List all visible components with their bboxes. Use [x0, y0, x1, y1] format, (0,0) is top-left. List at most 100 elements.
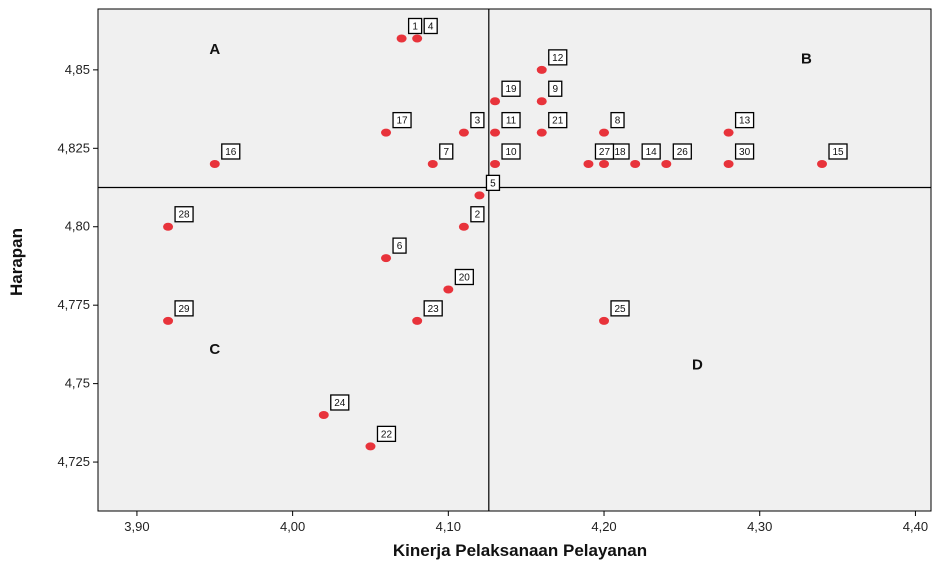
point-label-text: 15 — [832, 147, 844, 158]
data-point — [365, 442, 376, 451]
data-point — [381, 254, 392, 263]
point-label-box — [392, 111, 412, 129]
point-label: 27 — [594, 143, 615, 160]
point-label-box — [376, 425, 397, 443]
point-label-text: 20 — [459, 272, 471, 283]
point-label: 21 — [548, 111, 568, 129]
point-label: 20 — [454, 268, 474, 286]
data-point — [661, 159, 672, 168]
data-point — [427, 159, 438, 168]
y-tick-label: 4,825 — [57, 140, 90, 155]
data-point — [583, 159, 594, 168]
point-label-box — [423, 300, 443, 317]
point-label: 30 — [734, 143, 755, 160]
point-label-text: 4 — [428, 21, 434, 32]
data-point — [163, 222, 174, 231]
point-label-box — [407, 17, 423, 35]
point-label-text: 14 — [646, 147, 658, 158]
point-label-text: 29 — [179, 304, 191, 315]
data-point — [536, 97, 547, 106]
point-label: 2 — [470, 206, 485, 223]
point-label: 29 — [174, 300, 194, 317]
point-label: 6 — [392, 237, 407, 254]
point-label-text: 27 — [599, 147, 611, 158]
data-point — [723, 159, 734, 168]
point-label-box — [501, 111, 521, 129]
point-label-box — [610, 111, 625, 129]
y-tick-label: 4,725 — [57, 454, 90, 469]
point-label-box — [594, 143, 615, 160]
point-label-box — [174, 300, 194, 317]
data-point — [599, 128, 610, 137]
data-point — [536, 128, 547, 137]
point-label-box — [174, 206, 194, 223]
quadrant-label: C — [209, 341, 220, 358]
point-label: 13 — [734, 111, 755, 129]
point-label-text: 28 — [179, 210, 191, 221]
data-point — [490, 128, 501, 137]
point-label: 7 — [439, 143, 454, 160]
data-point — [443, 285, 454, 294]
point-label-text: 11 — [506, 116, 517, 127]
data-point — [458, 222, 469, 231]
y-tick-label: 4,80 — [65, 219, 90, 234]
x-tick-label: 4,10 — [436, 519, 461, 534]
x-axis: 3,90 4,00 4,10 4,20 4,30 4,40 — [124, 511, 928, 534]
data-point — [723, 128, 734, 137]
point-label-text: 13 — [739, 116, 751, 127]
data-point — [458, 128, 469, 137]
y-axis-title: Harapan — [7, 228, 26, 296]
point-label-text: 10 — [505, 147, 517, 158]
point-label-box — [610, 300, 630, 317]
point-label-text: 21 — [552, 116, 564, 127]
quadrant-labels: A B C D — [209, 41, 812, 373]
point-label-text: 24 — [334, 398, 346, 409]
point-label: 16 — [221, 143, 241, 160]
data-point — [490, 159, 501, 168]
point-label-box — [485, 174, 501, 192]
point-label: 24 — [330, 394, 350, 411]
data-point — [396, 34, 407, 43]
point-label-text: 2 — [475, 210, 481, 221]
point-label: 12 — [548, 49, 568, 66]
point-label-text: 8 — [615, 116, 621, 127]
point-label-box — [470, 206, 485, 223]
data-point — [630, 159, 641, 168]
point-label-text: 19 — [505, 84, 517, 95]
point-label-box — [548, 49, 568, 66]
point-label-box — [672, 143, 692, 160]
point-label: 19 — [501, 80, 521, 97]
point-label: 17 — [392, 111, 412, 129]
point-label: 3 — [470, 111, 485, 129]
point-label: 10 — [501, 143, 521, 160]
point-label: 14 — [641, 143, 661, 160]
point-label: 4 — [423, 17, 438, 35]
data-point — [163, 316, 174, 325]
data-point — [490, 97, 501, 106]
y-tick-label: 4,775 — [57, 297, 90, 312]
data-points — [163, 34, 828, 451]
data-point — [817, 159, 828, 168]
data-point — [474, 191, 485, 200]
point-label-text: 16 — [225, 147, 237, 158]
point-label: 22 — [376, 425, 397, 443]
point-label-text: 1 — [412, 21, 418, 32]
point-label: 15 — [828, 143, 848, 160]
point-label: 28 — [174, 206, 194, 223]
point-label: 9 — [548, 80, 563, 97]
point-label-box — [470, 111, 485, 129]
point-label: 25 — [610, 300, 630, 317]
data-point — [412, 316, 423, 325]
data-point — [412, 34, 423, 43]
reference-lines — [98, 9, 931, 511]
point-label-text: 9 — [552, 84, 558, 95]
quadrant-label: B — [801, 51, 812, 68]
point-label-text: 25 — [614, 304, 626, 315]
point-label-box — [501, 143, 521, 160]
point-label-box — [392, 237, 407, 254]
x-axis-title: Kinerja Pelaksanaan Pelayanan — [393, 541, 647, 560]
point-label-box — [734, 111, 755, 129]
data-point — [536, 65, 547, 74]
y-tick-label: 4,75 — [65, 376, 90, 391]
